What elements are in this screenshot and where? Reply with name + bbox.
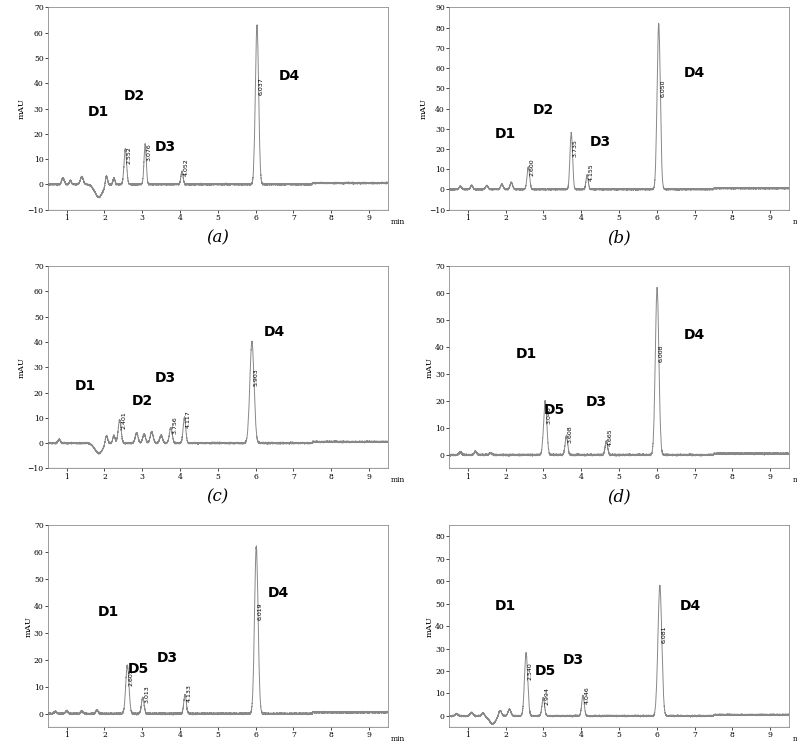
Text: (d): (d) — [607, 488, 631, 505]
Text: 2.605: 2.605 — [129, 668, 134, 686]
Text: 2.401: 2.401 — [121, 412, 126, 430]
Text: D1: D1 — [75, 378, 96, 393]
Text: 6.037: 6.037 — [258, 78, 264, 96]
Text: D1: D1 — [98, 605, 119, 620]
Text: min: min — [391, 735, 406, 742]
Text: 2.994: 2.994 — [545, 687, 550, 705]
Text: min: min — [391, 217, 406, 226]
Text: D5: D5 — [544, 403, 565, 417]
Text: 3.076: 3.076 — [147, 143, 151, 161]
Text: D1: D1 — [516, 347, 537, 361]
Text: D4: D4 — [279, 69, 300, 83]
Text: 6.050: 6.050 — [660, 79, 665, 97]
Y-axis label: mAU: mAU — [419, 98, 427, 119]
Text: min: min — [792, 476, 797, 485]
Text: 4.133: 4.133 — [186, 684, 191, 702]
Text: D1: D1 — [88, 105, 109, 119]
Text: D1: D1 — [495, 127, 516, 141]
Text: 3.756: 3.756 — [172, 416, 178, 433]
Text: D2: D2 — [124, 90, 145, 103]
Text: 4.665: 4.665 — [608, 429, 613, 446]
Text: 6.081: 6.081 — [662, 626, 666, 643]
Y-axis label: mAU: mAU — [18, 98, 26, 119]
Text: D5: D5 — [535, 664, 556, 677]
Text: min: min — [792, 735, 797, 742]
Text: D3: D3 — [156, 651, 178, 665]
Text: D4: D4 — [264, 326, 285, 340]
Y-axis label: mAU: mAU — [426, 357, 434, 378]
Text: D2: D2 — [533, 102, 554, 116]
Text: 3.608: 3.608 — [568, 426, 573, 443]
Text: (a): (a) — [206, 230, 230, 247]
Text: 3.046: 3.046 — [547, 406, 552, 424]
Text: 2.552: 2.552 — [127, 146, 132, 163]
Y-axis label: mAU: mAU — [25, 616, 33, 637]
Text: D2: D2 — [132, 394, 153, 407]
Text: D3: D3 — [563, 652, 584, 666]
Text: 2.540: 2.540 — [528, 663, 532, 680]
Text: 2.600: 2.600 — [530, 159, 535, 176]
Text: (c): (c) — [206, 488, 229, 505]
Text: D4: D4 — [684, 66, 705, 80]
Text: 4.155: 4.155 — [589, 163, 594, 180]
Text: D5: D5 — [128, 662, 149, 676]
Text: 6.019: 6.019 — [257, 603, 263, 620]
Text: D3: D3 — [155, 371, 175, 385]
Text: D3: D3 — [155, 140, 175, 154]
Text: D3: D3 — [590, 135, 611, 149]
Text: D3: D3 — [586, 395, 607, 409]
Y-axis label: mAU: mAU — [426, 616, 434, 637]
Text: D4: D4 — [684, 328, 705, 341]
Text: 4.046: 4.046 — [584, 686, 590, 703]
Text: 4.052: 4.052 — [183, 158, 189, 176]
Text: 3.013: 3.013 — [144, 686, 149, 703]
Text: 5.903: 5.903 — [253, 369, 258, 387]
Text: 3.735: 3.735 — [573, 139, 578, 157]
Text: min: min — [391, 476, 406, 485]
Text: D1: D1 — [495, 599, 516, 613]
Text: 4.117: 4.117 — [186, 410, 191, 428]
Text: D4: D4 — [680, 599, 701, 613]
Text: 6.008: 6.008 — [658, 344, 664, 361]
Text: D4: D4 — [268, 586, 289, 600]
Text: min: min — [792, 217, 797, 226]
Text: (b): (b) — [607, 230, 631, 247]
Y-axis label: mAU: mAU — [18, 357, 26, 378]
